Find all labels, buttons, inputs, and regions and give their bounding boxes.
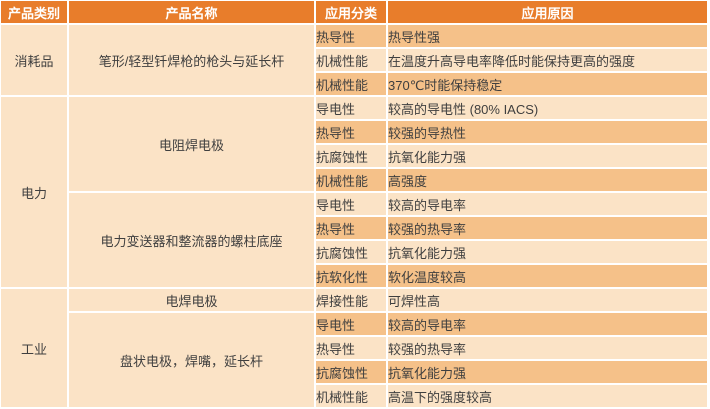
table-row: 盘状电极，焊嘴，延长杆 导电性 较高的导电率: [0, 311, 709, 409]
app-reason-cell: 较强的导热性: [386, 119, 709, 145]
header-row: 产品类别 产品名称 应用分类 应用原因: [0, 0, 709, 25]
category-cell: 电力: [0, 95, 69, 289]
product-name-cell: 盘状电极，焊嘴，延长杆: [67, 311, 316, 409]
table-row: 机械性能 370℃时能保持稳定: [0, 71, 709, 97]
table-row: 电力 电阻焊电极 导电性 较高的导电性 (80% IACS): [0, 95, 709, 289]
table-row: 抗腐蚀性 抗氧化能力强: [0, 239, 709, 265]
app-type-cell: 热导性: [314, 335, 388, 361]
app-type-cell: 焊接性能: [314, 287, 388, 313]
table-row: 抗腐蚀性 抗氧化能力强: [0, 359, 709, 385]
category-cell: 消耗品: [0, 23, 69, 97]
app-reason-cell: 抗氧化能力强: [386, 359, 709, 385]
app-reason-cell: 370℃时能保持稳定: [386, 71, 709, 97]
app-reason-cell: 软化温度较高: [386, 263, 709, 289]
table-row: 机械性能 高温下的强度较高: [0, 383, 709, 409]
table-row: 机械性能 高强度: [0, 167, 709, 193]
category-cell: 工业: [0, 287, 69, 409]
header-cell-app-reason: 应用原因: [386, 0, 709, 25]
app-type-cell: 机械性能: [314, 383, 388, 409]
app-type-cell: 导电性: [314, 95, 388, 121]
app-reason-cell: 在温度升高导电率降低时能保持更高的强度: [386, 47, 709, 73]
header-cell-category: 产品类别: [0, 0, 69, 25]
app-type-cell: 热导性: [314, 23, 388, 49]
app-type-cell: 机械性能: [314, 47, 388, 73]
app-type-cell: 热导性: [314, 215, 388, 241]
table-row: 热导性 较强的导热性: [0, 119, 709, 145]
app-reason-cell: 可焊性高: [386, 287, 709, 313]
app-reason-cell: 高温下的强度较高: [386, 383, 709, 409]
table-row: 电力变送器和整流器的螺柱底座 导电性 较高的导电率: [0, 191, 709, 289]
table-row: 工业 电焊电极 焊接性能 可焊性高: [0, 287, 709, 409]
app-type-cell: 热导性: [314, 119, 388, 145]
header-cell-app-type: 应用分类: [314, 0, 388, 25]
product-name-cell: 电阻焊电极: [67, 95, 316, 193]
app-type-cell: 抗腐蚀性: [314, 239, 388, 265]
app-reason-cell: 高强度: [386, 167, 709, 193]
app-type-cell: 导电性: [314, 191, 388, 217]
app-reason-cell: 抗氧化能力强: [386, 143, 709, 169]
app-type-cell: 抗软化性: [314, 263, 388, 289]
app-reason-cell: 抗氧化能力强: [386, 239, 709, 265]
app-type-cell: 机械性能: [314, 71, 388, 97]
table-row: 机械性能 在温度升高导电率降低时能保持更高的强度: [0, 47, 709, 73]
app-type-cell: 机械性能: [314, 167, 388, 193]
product-name-cell: 电焊电极: [67, 287, 316, 313]
app-type-cell: 抗腐蚀性: [314, 359, 388, 385]
app-reason-cell: 较高的导电率: [386, 311, 709, 337]
table-row: 抗腐蚀性 抗氧化能力强: [0, 143, 709, 169]
app-reason-cell: 较强的热导率: [386, 335, 709, 361]
app-reason-cell: 较高的导电性 (80% IACS): [386, 95, 709, 121]
header-cell-product-name: 产品名称: [67, 0, 316, 25]
app-reason-cell: 较强的热导率: [386, 215, 709, 241]
app-type-cell: 导电性: [314, 311, 388, 337]
table-row: 热导性 较强的热导率: [0, 335, 709, 361]
product-name-cell: 笔形/轻型钎焊枪的枪头与延长杆: [67, 23, 316, 97]
app-type-cell: 抗腐蚀性: [314, 143, 388, 169]
table-body: 消耗品 笔形/轻型钎焊枪的枪头与延长杆 热导性 热导性强 机械性能 在温度升高导电率降低时…: [0, 23, 709, 409]
product-name-cell: 电力变送器和整流器的螺柱底座: [67, 191, 316, 289]
table-row: 热导性 较强的热导率: [0, 215, 709, 241]
app-reason-cell: 热导性强: [386, 23, 709, 49]
app-reason-cell: 较高的导电率: [386, 191, 709, 217]
table-row: 消耗品 笔形/轻型钎焊枪的枪头与延长杆 热导性 热导性强: [0, 23, 709, 97]
table-row: 抗软化性 软化温度较高: [0, 263, 709, 289]
